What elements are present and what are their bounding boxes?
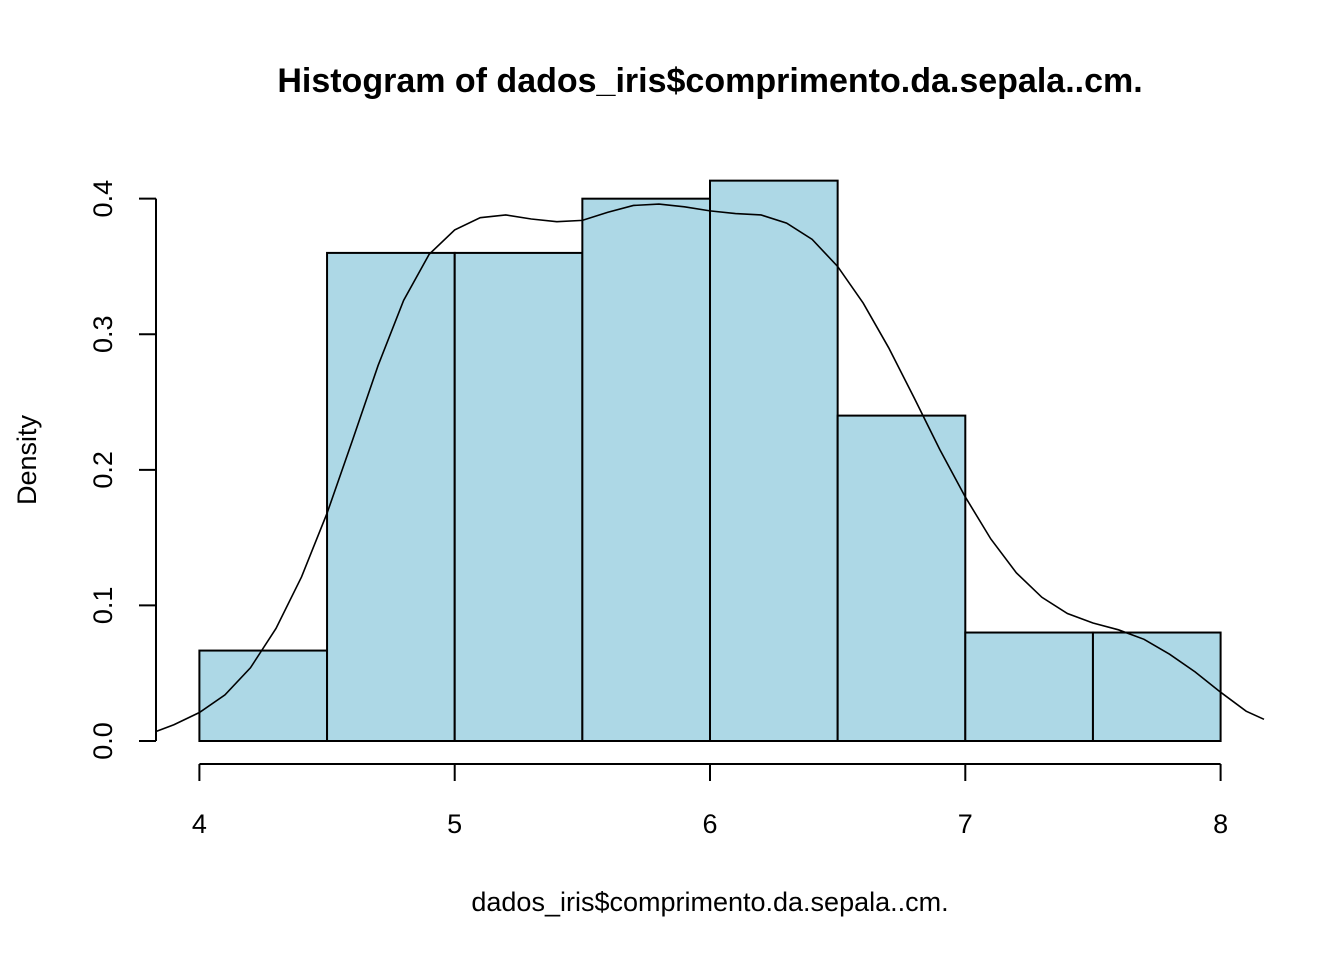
histogram-bar-4 [581, 197, 711, 742]
x-axis-label: dados_iris$comprimento.da.sepala..cm. [471, 887, 948, 917]
histogram-bar-5 [709, 179, 839, 742]
y-tick-label: 0.2 [88, 451, 118, 489]
density-curve [155, 203, 1265, 733]
y-tick-label: 0.4 [88, 180, 118, 218]
x-tick-label: 5 [447, 809, 462, 839]
histogram-bar-6 [836, 414, 967, 742]
histogram-bar-3 [453, 251, 584, 742]
y-tick-label: 0.0 [88, 722, 118, 760]
y-tick-label: 0.1 [88, 587, 118, 625]
histogram-bar-1 [198, 649, 329, 742]
bars-group [198, 179, 1222, 743]
histogram-bar-8 [1091, 631, 1222, 743]
x-tick-label: 6 [702, 809, 717, 839]
histogram-bar-2 [326, 251, 456, 742]
y-tick-label: 0.3 [88, 315, 118, 353]
x-tick-label: 8 [1213, 809, 1228, 839]
x-tick-label: 4 [192, 809, 207, 839]
chart-title: Histogram of dados_iris$comprimento.da.s… [277, 62, 1142, 100]
y-axis: 0.0 0.1 0.2 0.3 0.4 [88, 180, 157, 760]
x-axis: 4 5 6 7 8 [192, 763, 1228, 839]
x-tick-label: 7 [958, 809, 973, 839]
y-axis-label: Density [12, 414, 42, 505]
histogram-bar-7 [964, 631, 1094, 743]
